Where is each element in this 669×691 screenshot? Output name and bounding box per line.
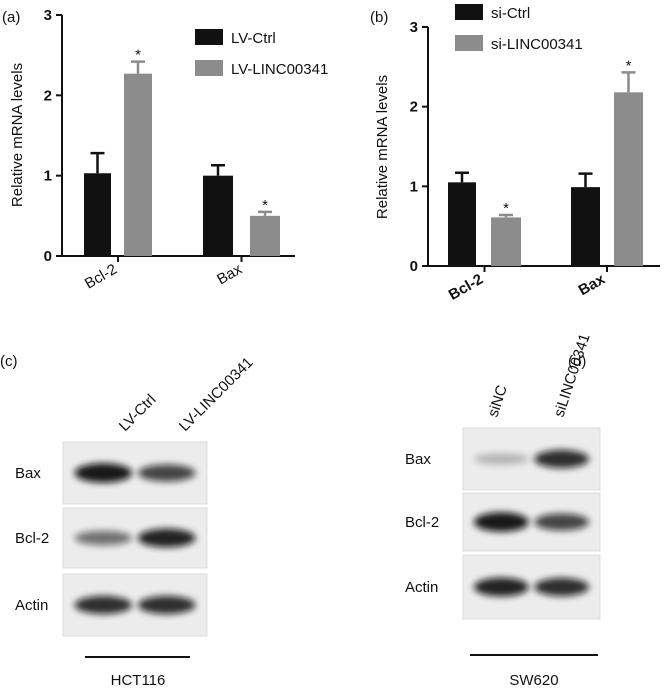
- error-bar: [455, 171, 469, 183]
- x-tick-label: Bax: [214, 260, 245, 288]
- error-bar: [499, 213, 513, 218]
- legend-swatch: [195, 60, 223, 76]
- y-tick-label: 3: [44, 7, 52, 24]
- x-tick-label: Bcl-2: [82, 261, 120, 293]
- cell-line-label: SW620: [509, 672, 558, 689]
- protein-band: [534, 449, 590, 469]
- protein-band: [137, 528, 196, 548]
- legend-label: si-Ctrl: [491, 5, 530, 22]
- cell-line-label: HCT116: [111, 672, 166, 689]
- lane-label: siLINC00341: [551, 332, 594, 420]
- y-tick-label: 1: [44, 168, 52, 185]
- legend-label: LV-Ctrl: [231, 30, 276, 47]
- protein-band: [74, 530, 133, 546]
- panel-label: (d): [568, 353, 586, 370]
- y-tick-label: 2: [410, 99, 418, 116]
- protein-band: [473, 453, 529, 465]
- row-label: Actin: [405, 579, 438, 596]
- error-bar: [90, 151, 105, 174]
- lane-label: LV-Ctrl: [116, 391, 160, 435]
- y-tick-label: 3: [410, 19, 418, 36]
- bar: [448, 182, 476, 266]
- protein-band: [534, 577, 590, 597]
- bar: [614, 92, 643, 267]
- lane-label: LV-LINC00341: [176, 354, 257, 435]
- bar: [491, 217, 521, 266]
- panel-label: (a): [2, 9, 20, 26]
- row-label: Bax: [405, 451, 431, 468]
- row-label: Bax: [15, 465, 41, 482]
- bar: [124, 73, 152, 256]
- x-tick-label: Bax: [576, 270, 609, 299]
- bar: [84, 173, 111, 256]
- error-bar: [621, 71, 636, 93]
- protein-band: [137, 464, 196, 482]
- legend-label: LV-LINC00341: [231, 61, 328, 78]
- y-tick-label: 1: [410, 178, 418, 195]
- lane-label: siNC: [485, 383, 511, 419]
- error-bar: [258, 210, 272, 216]
- legend-swatch: [455, 4, 483, 20]
- protein-band: [473, 577, 529, 597]
- significance-mark: *: [503, 200, 509, 217]
- legend-swatch: [455, 35, 483, 51]
- panel-label: (b): [370, 9, 388, 26]
- bar: [250, 215, 280, 256]
- significance-mark: *: [135, 47, 141, 64]
- y-axis-label: Relative mRNA levels: [374, 75, 391, 219]
- y-axis-label: Relative mRNA levels: [9, 63, 26, 207]
- x-tick-label: Bcl-2: [446, 271, 486, 304]
- significance-mark: *: [262, 197, 268, 214]
- row-label: Bcl-2: [15, 530, 49, 547]
- error-bar: [131, 60, 145, 74]
- legend-label: si-LINC00341: [491, 36, 583, 53]
- error-bar: [211, 163, 225, 176]
- protein-band: [74, 595, 133, 615]
- error-bar: [578, 172, 593, 188]
- bar: [203, 175, 233, 256]
- protein-band: [137, 595, 196, 615]
- legend-swatch: [195, 29, 223, 45]
- y-tick-label: 0: [410, 258, 418, 275]
- row-label: Actin: [15, 597, 48, 614]
- protein-band: [473, 512, 529, 532]
- significance-mark: *: [626, 57, 632, 74]
- panel-label: (c): [0, 353, 18, 370]
- protein-band: [74, 463, 133, 483]
- bar: [571, 187, 600, 266]
- protein-band: [534, 513, 590, 531]
- row-label: Bcl-2: [405, 514, 439, 531]
- y-tick-label: 2: [44, 87, 52, 104]
- y-tick-label: 0: [44, 248, 52, 265]
